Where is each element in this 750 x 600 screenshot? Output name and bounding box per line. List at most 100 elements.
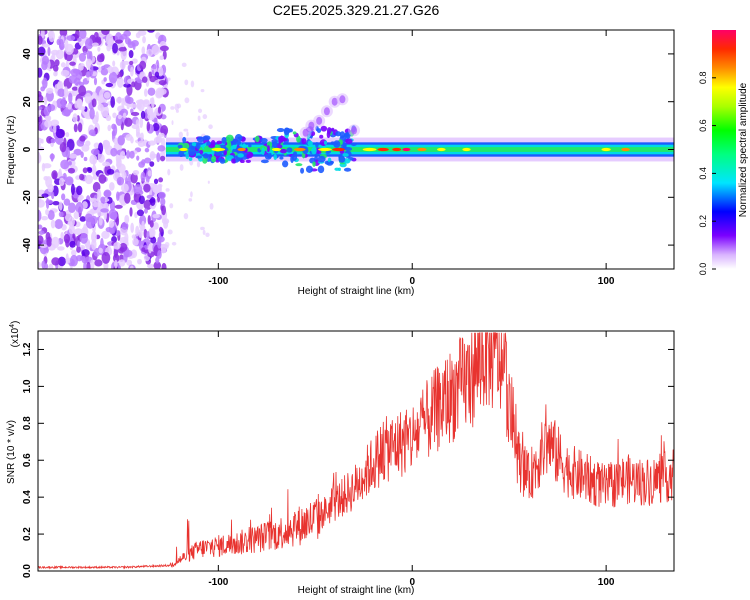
heatmap-cell <box>191 142 197 147</box>
heatmap-cell <box>132 170 140 176</box>
heatmap-cell <box>240 159 245 164</box>
heatmap-cell <box>68 224 75 235</box>
y-tick-label: 0.2 <box>22 527 33 541</box>
heatmap-cell <box>84 38 94 50</box>
heatmap-cell <box>79 30 87 39</box>
heatmap-cell <box>147 112 155 121</box>
heatmap-cell <box>69 240 76 248</box>
heatmap-cell <box>73 148 82 156</box>
heatmap-cell <box>129 265 134 269</box>
heatmap-cell <box>41 55 49 66</box>
heatmap-cell <box>319 134 324 139</box>
heatmap-cell <box>312 161 316 167</box>
heatmap-cell <box>156 152 161 163</box>
snr-xlabel: Height of straight line (km) <box>298 585 415 596</box>
heatmap-cell <box>225 134 234 142</box>
heatmap-cell <box>38 114 43 125</box>
heatmap-cell <box>326 130 331 139</box>
heatmap-cell <box>197 115 201 121</box>
heatmap-cell <box>104 140 111 149</box>
y-tick-label: 1.2 <box>22 342 33 356</box>
heatmap-cell <box>85 241 91 250</box>
heatmap-cell <box>146 231 150 239</box>
heatmap-cell <box>126 96 134 105</box>
heatmap-cell <box>68 161 72 166</box>
heatmap-cell <box>57 88 66 97</box>
heatmap-cell <box>96 54 105 63</box>
heatmap-cell <box>295 163 303 167</box>
heatmap-cell <box>159 243 167 254</box>
heatmap-cell <box>161 262 167 269</box>
heatmap-cell <box>39 243 48 249</box>
heatmap-cell <box>149 228 155 238</box>
heatmap-cell <box>141 76 148 83</box>
heatmap-cell <box>50 219 56 229</box>
heatmap-cell <box>122 112 127 119</box>
heatmap-cell <box>144 157 152 164</box>
heatmap-cell <box>125 176 129 185</box>
heatmap-cell <box>157 250 162 259</box>
heatmap-cell <box>70 254 79 267</box>
heatmap-cell <box>208 124 213 130</box>
y-tick-label: 0.4 <box>22 490 33 504</box>
heatmap-cell <box>246 146 254 151</box>
heatmap-cell <box>184 79 189 86</box>
heatmap-hotspot <box>437 147 446 152</box>
heatmap-cell <box>120 33 128 40</box>
heatmap-cell <box>89 197 98 203</box>
heatmap-cell <box>116 97 123 104</box>
heatmap-cell <box>101 230 110 239</box>
x-tick-label: 0 <box>409 276 415 287</box>
heatmap-cell <box>79 232 88 244</box>
heatmap-cell <box>112 42 118 54</box>
heatmap-cell <box>84 174 94 185</box>
heatmap-cell <box>146 48 154 57</box>
heatmap-cell <box>102 161 111 167</box>
snr-ticks: -100 0 100 0.0 0.2 0.4 0.6 0.8 1.0 1.2 <box>22 331 674 588</box>
heatmap-cell <box>148 243 152 254</box>
heatmap-cell <box>147 170 152 177</box>
heatmap-cell <box>268 152 272 159</box>
offset-feature-halo <box>336 93 349 106</box>
y-tick-label: 20 <box>22 96 33 108</box>
heatmap-cell <box>78 64 84 71</box>
heatmap-cell <box>339 131 346 139</box>
heatmap-cell <box>38 195 42 204</box>
heatmap-cell <box>223 150 228 155</box>
heatmap-cell <box>107 124 112 132</box>
heatmap-hotspot <box>462 147 471 152</box>
heatmap-cell <box>115 191 120 201</box>
heatmap-cell <box>101 251 111 264</box>
heatmap-cell <box>149 220 154 228</box>
heatmap-cell <box>38 35 43 45</box>
heatmap-cell <box>95 111 99 123</box>
heatmap-cell <box>67 103 72 110</box>
heatmap-cell <box>98 217 103 226</box>
heatmap-cell <box>61 97 67 109</box>
heatmap-cell <box>79 216 87 222</box>
heatmap-cell <box>139 116 144 129</box>
heatmap-cell <box>137 140 146 148</box>
heatmap-cell <box>97 103 104 111</box>
heatmap-cell <box>136 209 145 217</box>
heatmap-cell <box>150 236 157 244</box>
heatmap-cell <box>337 167 341 172</box>
heatmap-cell <box>77 122 83 133</box>
heatmap-cell <box>170 106 175 110</box>
heatmap-cell <box>98 247 103 254</box>
heatmap-cell <box>48 30 55 43</box>
heatmap-cell <box>198 108 203 113</box>
heatmap-cell <box>141 220 145 231</box>
heatmap-cell <box>98 174 107 184</box>
heatmap-cell <box>188 198 193 202</box>
heatmap-cell <box>159 45 169 52</box>
heatmap-cell <box>83 261 87 269</box>
heatmap-cell <box>105 82 114 88</box>
heatmap-cell <box>61 193 66 201</box>
heatmap-cell <box>47 210 55 221</box>
x-tick-label: 0 <box>409 577 415 588</box>
heatmap-cell <box>75 201 84 214</box>
heatmap-cell <box>38 151 41 163</box>
heatmap-cell <box>38 110 41 118</box>
